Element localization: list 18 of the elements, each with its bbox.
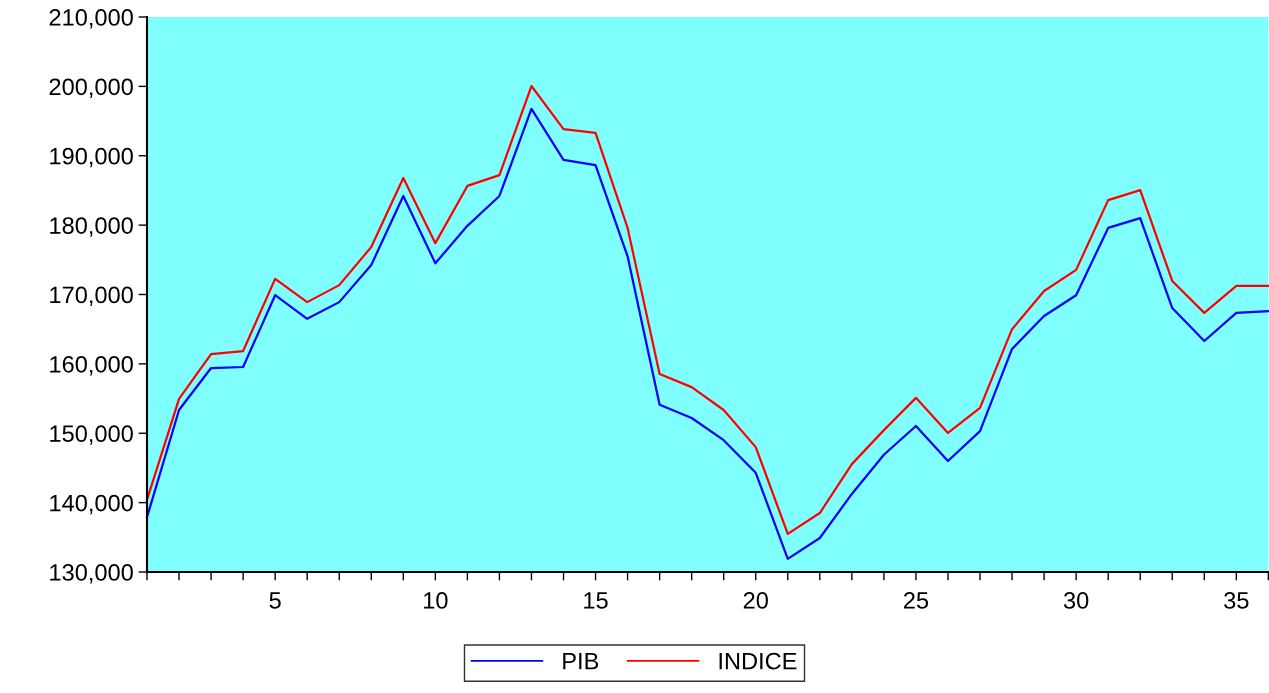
y-tick-label: 140,000: [50, 494, 133, 515]
x-tick-label: 25: [903, 592, 929, 609]
y-tick-label: 160,000: [50, 355, 133, 376]
x-tick-label: 20: [743, 592, 768, 609]
legend-label: INDICE: [719, 652, 797, 670]
x-tick-label: 10: [424, 592, 448, 609]
x-tick-label: 15: [584, 592, 608, 609]
y-tick-label: 210,000: [49, 9, 133, 29]
y-tick-label: 130,000: [50, 564, 133, 584]
y-tick-label: 170,000: [50, 286, 133, 307]
y-tick-label: 190,000: [50, 147, 133, 168]
legend-label: PIB: [563, 652, 599, 670]
y-tick-label: 180,000: [50, 217, 133, 237]
x-tick-label: 35: [1224, 592, 1249, 609]
x-tick-label: 30: [1063, 592, 1089, 609]
x-tick-label: 5: [269, 592, 281, 609]
y-tick-label: 150,000: [50, 425, 133, 445]
y-tick-label: 200,000: [49, 78, 133, 98]
